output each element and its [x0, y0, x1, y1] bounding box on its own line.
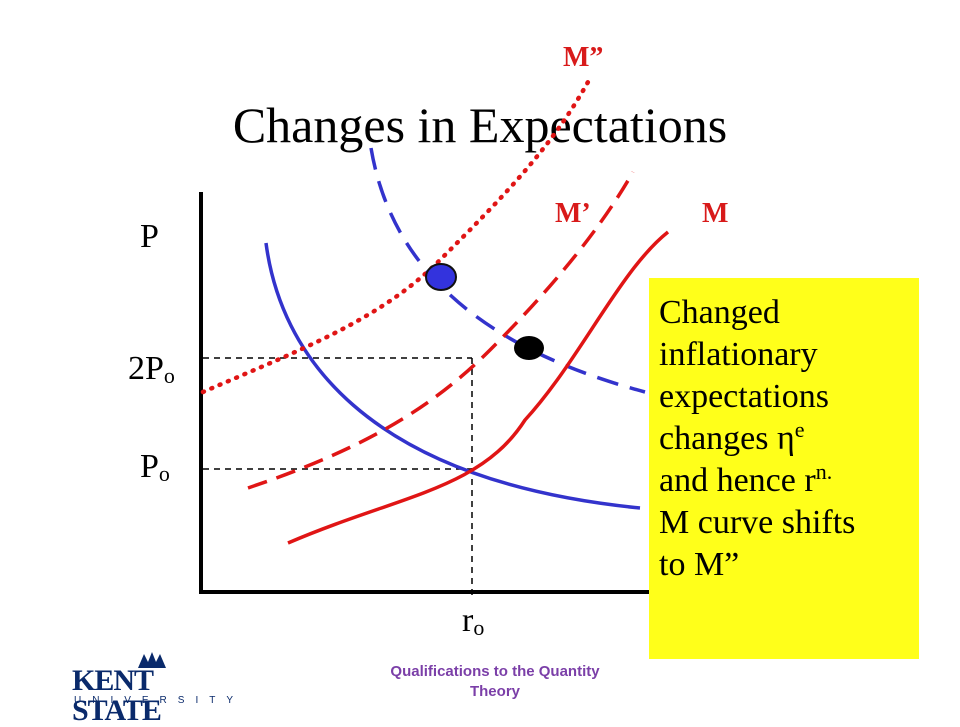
label-m-double: M”	[563, 42, 604, 73]
footer-line-2: Theory	[469, 683, 520, 700]
blue-point	[425, 263, 457, 291]
label-m: M	[702, 198, 729, 229]
blue-solid-curve	[264, 242, 641, 510]
curve-m-double	[200, 79, 591, 395]
note-line-1: Changed	[659, 294, 780, 331]
note-line-3: expectations	[659, 378, 829, 415]
label-m-prime: M’	[555, 198, 591, 229]
logo-flame-icon	[138, 652, 166, 668]
slide-title: Changes in Expectations	[232, 97, 728, 153]
note-box: Changed inflationary expectations change…	[649, 278, 919, 659]
note-line-4: changes ηe	[659, 417, 805, 458]
note-line-2: inflationary	[659, 336, 818, 373]
tick-po: Po	[140, 448, 170, 486]
y-axis-label: P	[140, 218, 159, 255]
kent-state-logo: KENT STATE UNIVERSITY	[72, 650, 245, 726]
footer-caption: Qualifications to the Quantity Theory	[360, 662, 630, 702]
black-point	[514, 336, 544, 360]
logo-sub: UNIVERSITY	[74, 695, 245, 706]
curve-m	[287, 230, 670, 545]
tick-2po: 2Po	[128, 350, 175, 388]
blue-dashed-curve	[369, 147, 646, 394]
curve-m-prime	[247, 171, 635, 490]
note-line-5: and hence rn.	[659, 459, 833, 500]
note-line-7: to M”	[659, 546, 740, 583]
footer-line-1: Qualifications to the Quantity	[390, 663, 600, 680]
note-line-6: M curve shifts	[659, 504, 856, 541]
tick-ro: ro	[462, 602, 485, 640]
